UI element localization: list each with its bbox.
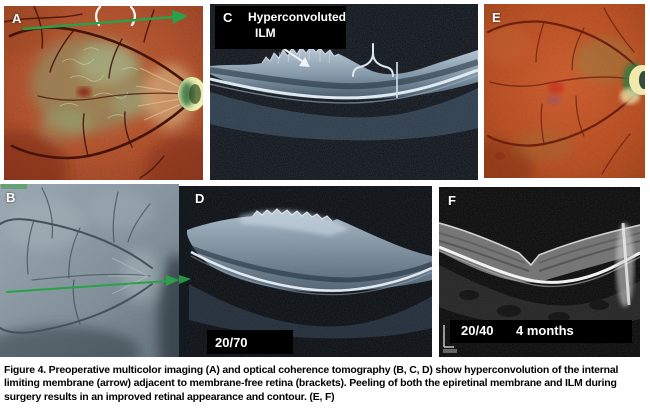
scale-bar-icon <box>443 325 454 348</box>
scan-arrow-tip-icon <box>179 275 191 284</box>
oct-scan-image-d <box>179 186 432 357</box>
multicolor-fundus-image-e <box>484 4 645 178</box>
ilm-annotation-line1: Hyperconvoluted <box>248 10 347 24</box>
multicolor-fundus-image-a <box>4 6 203 180</box>
panel-c-label: C <box>223 10 233 25</box>
scan-arrow-icon <box>22 10 188 31</box>
scan-arrow-icon <box>5 275 179 293</box>
panel-e: E <box>484 4 645 178</box>
infrared-fundus-image-b <box>0 184 179 357</box>
panel-e-label: E <box>492 10 501 25</box>
ilm-arrow-icon <box>283 48 310 67</box>
panel-d-label: D <box>195 191 205 206</box>
panel-f-label: F <box>448 193 456 208</box>
panel-b-label: B <box>6 190 16 205</box>
scanner-info-smudge <box>1 184 27 189</box>
optic-disc <box>620 63 645 104</box>
followup-duration: 4 months <box>516 323 574 338</box>
panel-f: F 20/40 4 months <box>439 187 640 357</box>
optic-disc <box>178 77 203 111</box>
visual-acuity-d: 20/70 <box>215 335 248 350</box>
figure-caption: Figure 4. Preoperative multicolor imagin… <box>4 364 619 403</box>
panel-c: C Hyperconvoluted ILM <box>210 4 478 180</box>
oct-scan-image-f <box>439 187 640 357</box>
membrane-free-brace-icon <box>352 43 394 77</box>
panel-a-label: A <box>12 11 22 26</box>
retinal-vessels <box>486 7 642 175</box>
annotation-box: C Hyperconvoluted ILM <box>215 6 346 49</box>
retinal-vessels <box>0 187 153 334</box>
panel-a: A <box>4 6 203 180</box>
visual-acuity-f: 20/40 <box>461 323 494 338</box>
ilm-annotation-line2: ILM <box>255 26 276 40</box>
panel-b: B <box>0 184 179 357</box>
panel-d: D 20/70 <box>179 186 432 357</box>
